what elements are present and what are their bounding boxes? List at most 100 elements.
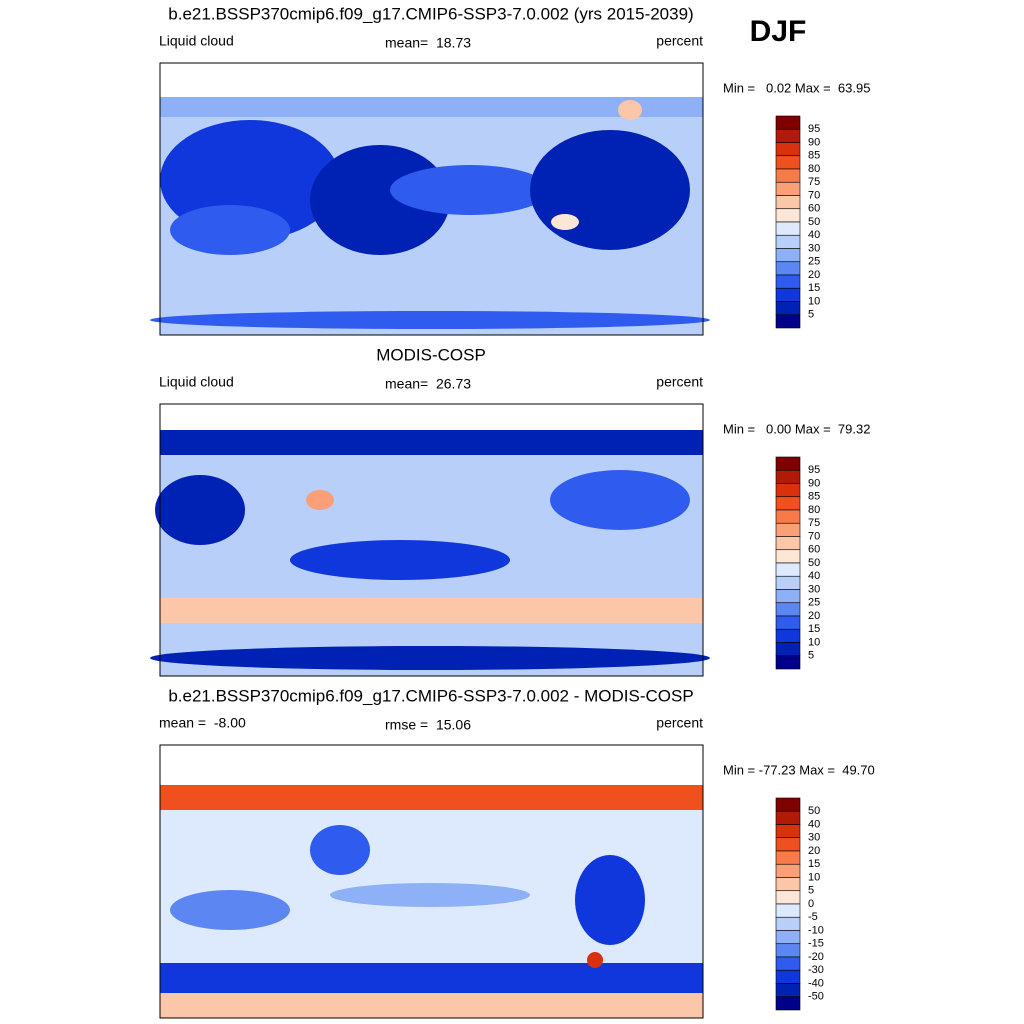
colorbar-box — [775, 877, 801, 892]
unit-label: percent — [656, 715, 703, 731]
colorbar-box — [775, 469, 801, 484]
colorbar-label: 85 — [808, 150, 820, 162]
colorbar-label: 50 — [808, 805, 820, 817]
center-label: mean= 18.73 — [385, 35, 471, 51]
colorbar-label: 5 — [808, 650, 814, 662]
colorbar-box — [775, 943, 801, 958]
colorbar-label: 70 — [808, 530, 820, 542]
colorbar-box — [775, 589, 801, 604]
colorbar-label: 40 — [808, 818, 820, 830]
left-label: Liquid cloud — [159, 33, 234, 49]
colorbar-label: 90 — [808, 477, 820, 489]
colorbar-label: 20 — [808, 610, 820, 622]
colorbar-label: -10 — [808, 924, 824, 936]
colorbar-box — [775, 850, 801, 865]
colorbar-box — [775, 181, 801, 196]
colorbar-label: 60 — [808, 203, 820, 215]
unit-label: percent — [656, 33, 703, 49]
colorbar-label: 40 — [808, 570, 820, 582]
colorbar-label: 80 — [808, 163, 820, 175]
colorbar-box — [775, 221, 801, 236]
colorbar-box — [775, 142, 801, 157]
colorbar-box — [775, 797, 801, 812]
colorbar-box — [775, 615, 801, 630]
colorbar-label: 60 — [808, 544, 820, 556]
colorbar-label: 70 — [808, 189, 820, 201]
colorbar-box — [775, 890, 801, 905]
colorbar-label: 40 — [808, 229, 820, 241]
colorbar-label: 0 — [808, 898, 814, 910]
left-label: mean = -8.00 — [159, 715, 246, 731]
unit-label: percent — [656, 374, 703, 390]
colorbar-label: -30 — [808, 964, 824, 976]
colorbar-label: 75 — [808, 176, 820, 188]
colorbar-box — [775, 522, 801, 537]
colorbar-box — [775, 810, 801, 825]
colorbar-box — [775, 248, 801, 263]
colorbar-box — [775, 128, 801, 143]
colorbar-label: 15 — [808, 623, 820, 635]
colorbar-label: 25 — [808, 256, 820, 268]
colorbar-label: 95 — [808, 123, 820, 135]
map — [150, 62, 710, 336]
colorbar-label: 5 — [808, 885, 814, 897]
colorbar-box — [775, 655, 801, 670]
colorbar-label: 15 — [808, 282, 820, 294]
center-label: mean= 26.73 — [385, 376, 471, 392]
colorbar-box — [775, 956, 801, 971]
map — [159, 744, 704, 1019]
colorbar-label: 10 — [808, 636, 820, 648]
colorbar-box — [775, 168, 801, 183]
colorbar-box — [775, 930, 801, 945]
colorbar-label: -15 — [808, 938, 824, 950]
panel-title: b.e21.BSSP370cmip6.f09_g17.CMIP6-SSP3-7.… — [168, 686, 693, 705]
colorbar-label: 20 — [808, 269, 820, 281]
range-label: Min = 0.02 Max = 63.95 — [723, 80, 870, 95]
colorbar-box — [775, 208, 801, 223]
colorbar-box — [775, 536, 801, 551]
colorbar-label: 15 — [808, 858, 820, 870]
map — [150, 403, 710, 677]
season-label: DJF — [750, 15, 807, 48]
colorbar-label: 80 — [808, 504, 820, 516]
colorbar-box — [775, 274, 801, 289]
colorbar-box — [775, 456, 801, 471]
panel-title: MODIS-COSP — [376, 345, 486, 364]
colorbar-box — [775, 496, 801, 511]
colorbar-label: 25 — [808, 597, 820, 609]
colorbar-label: 5 — [808, 309, 814, 321]
colorbar-box — [775, 562, 801, 577]
colorbar-box — [775, 983, 801, 998]
colorbar-box — [775, 628, 801, 643]
colorbar-box — [775, 115, 801, 130]
colorbar-label: 75 — [808, 517, 820, 529]
left-label: Liquid cloud — [159, 374, 234, 390]
colorbar-box — [775, 314, 801, 329]
colorbar-label: 50 — [808, 216, 820, 228]
colorbar-box — [775, 195, 801, 210]
center-label: rmse = 15.06 — [385, 717, 471, 733]
colorbar-label: -50 — [808, 991, 824, 1003]
colorbar-box — [775, 234, 801, 249]
colorbar-box — [775, 483, 801, 498]
colorbar-box — [775, 509, 801, 524]
colorbar-box — [775, 996, 801, 1011]
colorbar-box — [775, 916, 801, 931]
colorbar-label: 85 — [808, 491, 820, 503]
colorbar-box — [775, 824, 801, 839]
colorbar-box — [775, 863, 801, 878]
colorbar-label: 10 — [808, 295, 820, 307]
colorbar-box — [775, 575, 801, 590]
colorbar-label: -40 — [808, 977, 824, 989]
panel-title: b.e21.BSSP370cmip6.f09_g17.CMIP6-SSP3-7.… — [168, 4, 693, 23]
colorbar-label: 95 — [808, 464, 820, 476]
colorbar-box — [775, 287, 801, 302]
colorbar-label: 20 — [808, 845, 820, 857]
colorbar-box — [775, 549, 801, 564]
colorbar-box — [775, 837, 801, 852]
colorbar-label: 50 — [808, 557, 820, 569]
colorbar-box — [775, 903, 801, 918]
colorbar-box — [775, 969, 801, 984]
